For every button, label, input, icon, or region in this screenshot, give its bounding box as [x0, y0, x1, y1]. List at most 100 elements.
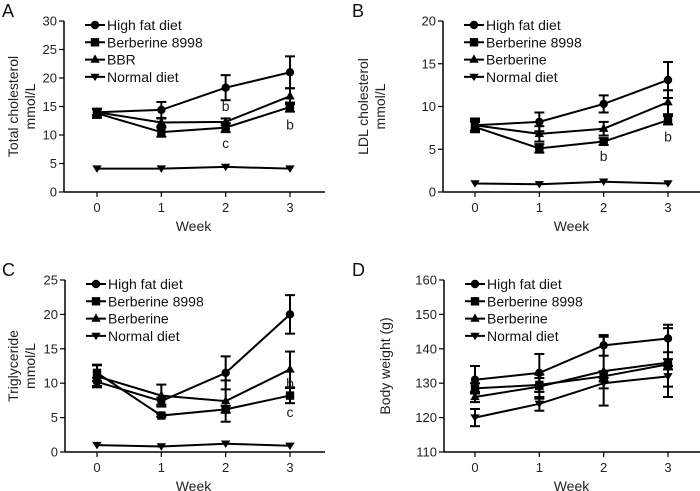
x-tick-label: 0	[93, 460, 100, 475]
x-tick-label: 2	[222, 200, 229, 215]
legend-entry: Berberine 8998	[107, 34, 203, 50]
triangle-down-marker	[285, 442, 295, 451]
y-tick-label: 10	[422, 99, 436, 114]
triangle-up-marker	[470, 313, 480, 322]
series-line	[474, 337, 669, 381]
square-marker	[470, 384, 480, 393]
significance-annotation: b	[222, 98, 230, 114]
circle-marker	[285, 68, 295, 77]
series-normal-diet	[92, 440, 295, 451]
series-berberine-8998	[470, 114, 673, 154]
triangle-up-marker	[470, 391, 480, 401]
x-axis-label: Week	[554, 478, 591, 491]
legend-entry: High fat diet	[486, 17, 561, 33]
series-line	[96, 368, 291, 403]
y-tick-label: 5	[50, 156, 57, 171]
series-line	[474, 363, 669, 390]
triangle-down-marker	[92, 165, 102, 173]
triangle-up-marker	[92, 107, 102, 116]
x-tick-label: 1	[536, 200, 543, 215]
y-tick-label: 140	[415, 341, 437, 356]
square-marker	[470, 297, 480, 306]
significance-annotation: b	[286, 117, 294, 133]
series-line	[96, 106, 291, 134]
y-tick-label: 10	[44, 376, 58, 391]
series-berberine	[92, 350, 295, 423]
legend-entry: Berberine	[486, 52, 547, 68]
triangle-down-marker	[534, 181, 545, 189]
x-axis-label: Week	[554, 218, 591, 234]
square-marker	[599, 137, 608, 146]
legend-entry: Berberine	[108, 311, 169, 327]
panel-label: A	[2, 1, 14, 21]
triangle-down-marker	[220, 440, 231, 448]
legend-entry: BBR	[107, 52, 136, 68]
significance-annotation: b	[600, 148, 608, 164]
square-marker	[90, 38, 100, 47]
circle-marker	[91, 279, 101, 289]
series-berberine	[470, 327, 673, 407]
significance-annotation: c	[287, 404, 294, 420]
triangle-down-marker	[285, 165, 295, 173]
circle-marker	[663, 75, 673, 85]
circle-marker	[221, 368, 230, 378]
x-tick-label: 2	[600, 460, 607, 475]
y-tick-label: 5	[429, 142, 436, 157]
legend-entry: Normal diet	[486, 69, 558, 85]
series-line	[97, 165, 291, 170]
series-berberine-8998	[92, 101, 295, 138]
square-marker	[535, 144, 544, 153]
triangle-up-marker	[534, 381, 545, 390]
y-tick-label: 20	[44, 307, 58, 322]
square-marker	[157, 127, 166, 137]
legend-entry: Normal diet	[108, 328, 180, 344]
circle-marker	[469, 20, 479, 30]
series-berberine	[470, 89, 673, 143]
panel-B: B 0 5 10 15 20 0 1 2 3 Week LDL cholesterol mmol/L b b…	[352, 1, 700, 234]
square-marker	[91, 297, 101, 306]
triangle-down-marker	[534, 400, 545, 409]
x-tick-label: 2	[222, 460, 229, 475]
y-tick-label: 150	[415, 307, 437, 322]
y-tick-label: 130	[415, 376, 437, 391]
circle-marker	[285, 310, 295, 319]
square-marker	[285, 102, 295, 112]
x-tick-label: 1	[536, 460, 543, 475]
x-tick-label: 0	[93, 200, 100, 215]
series-berberine-8998	[92, 363, 295, 420]
y-tick-label: 0	[51, 445, 58, 460]
y-axis-label: Total cholesterol	[5, 56, 21, 157]
circle-marker	[599, 99, 608, 109]
series-normal-diet	[470, 178, 673, 189]
y-tick-label: 5	[51, 410, 58, 425]
triangle-down-marker	[598, 380, 609, 388]
legend-entry: High fat diet	[107, 17, 182, 33]
x-tick-label: 2	[600, 200, 607, 215]
triangle-down-marker	[470, 332, 480, 341]
triangle-up-marker	[470, 120, 480, 129]
square-marker	[157, 411, 166, 420]
x-tick-label: 3	[286, 200, 293, 215]
triangle-up-marker	[663, 357, 673, 366]
circle-marker	[90, 20, 100, 30]
y-tick-label: 120	[415, 410, 437, 425]
legend-entry: Berberine 8998	[486, 34, 582, 50]
series-line	[474, 119, 669, 150]
y-axis-label: mmol/L	[22, 83, 38, 129]
triangle-up-marker	[220, 116, 231, 126]
x-tick-label: 1	[158, 200, 165, 215]
triangle-up-marker	[220, 395, 231, 405]
x-tick-label: 0	[471, 460, 478, 475]
triangle-down-marker	[92, 441, 102, 450]
triangle-down-marker	[598, 178, 609, 186]
y-tick-label: 15	[422, 56, 436, 71]
y-tick-label: 160	[415, 273, 437, 288]
legend-entry: Berberine	[487, 311, 548, 327]
series-normal-diet	[470, 365, 673, 428]
triangle-up-marker	[90, 54, 100, 63]
series-bbr	[92, 87, 295, 128]
triangle-down-marker	[663, 180, 673, 188]
legend-entry: High fat diet	[108, 276, 183, 292]
series-line	[474, 180, 669, 186]
y-tick-label: 10	[43, 128, 57, 143]
